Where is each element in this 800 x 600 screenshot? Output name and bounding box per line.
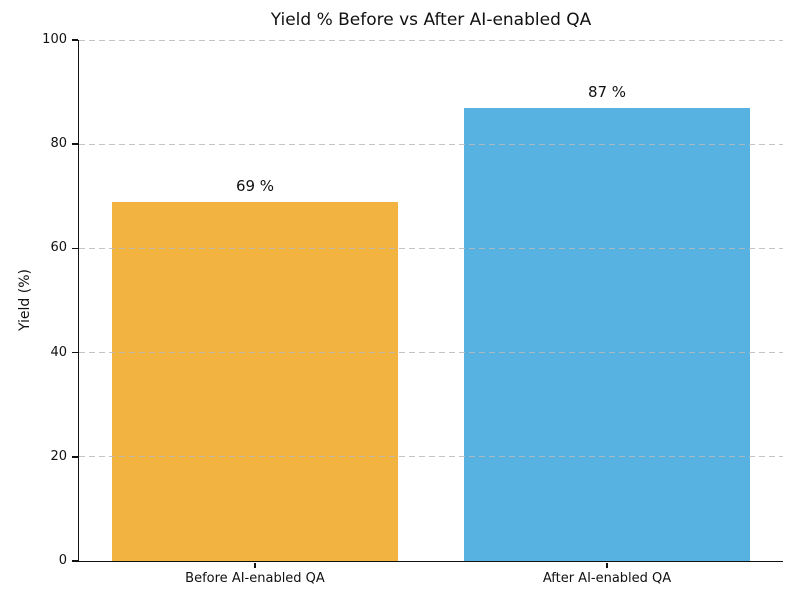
x-axis-tick: [606, 562, 608, 568]
y-axis-tick-label: 60: [50, 240, 67, 256]
x-axis-tick: [254, 562, 256, 568]
gridline: [79, 456, 783, 458]
chart-title: Yield % Before vs After AI-enabled QA: [270, 10, 592, 30]
y-axis-tick: [71, 39, 78, 41]
y-axis-tick-label: 100: [42, 32, 67, 47]
y-axis-tick: [71, 247, 78, 250]
plot-area: 0 20 40 60 80 100 69 % Before AI-enabled QA 87 %…: [42, 32, 783, 586]
y-axis-tick: [71, 560, 78, 562]
bar-before: [112, 201, 398, 561]
gridline: [79, 247, 783, 249]
x-axis-tick-label: Before AI-enabled QA: [185, 571, 325, 586]
bar-value-label: 87 %: [587, 82, 627, 101]
y-axis-tick-label: 80: [50, 136, 67, 152]
y-axis-tick-label: 40: [50, 344, 67, 360]
y-axis-tick: [71, 351, 78, 354]
y-axis-tick: [71, 143, 78, 145]
y-axis-tick: [71, 456, 78, 458]
gridline: [79, 39, 783, 41]
x-axis-tick-label: After AI-enabled QA: [542, 571, 672, 586]
gridline: [79, 352, 783, 354]
bar-value-label: 69 %: [235, 176, 275, 195]
bar-after: [464, 107, 750, 561]
y-axis-tick-label: 0: [58, 553, 67, 568]
y-axis-label: Yield (%): [17, 268, 33, 332]
y-axis-tick-label: 20: [50, 448, 67, 464]
gridline: [79, 143, 783, 145]
